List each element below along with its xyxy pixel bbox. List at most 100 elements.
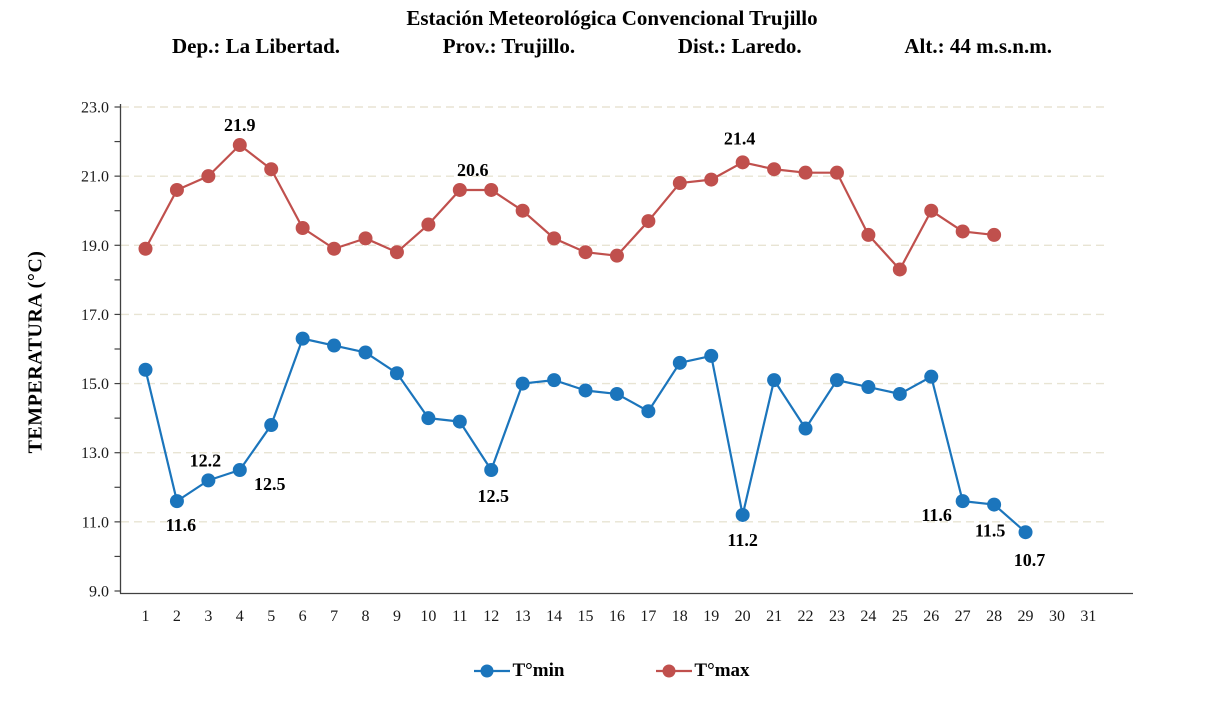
point-label: 10.7 — [1014, 550, 1046, 570]
data-point-T°min — [484, 463, 499, 478]
data-point-T°min — [829, 373, 844, 388]
data-point-T°min — [798, 421, 813, 436]
data-point-T°min — [264, 418, 279, 433]
data-point-T°max — [987, 227, 1002, 242]
x-tick-label: 19 — [703, 608, 719, 625]
tmax-marker-icon — [656, 664, 693, 678]
x-tick-label: 25 — [892, 608, 908, 625]
point-label: 12.2 — [190, 450, 222, 470]
x-tick-label: 20 — [735, 608, 751, 625]
x-tick-label: 23 — [829, 608, 845, 625]
y-tick-label: 19.0 — [81, 238, 109, 255]
data-point-T°min — [515, 376, 530, 391]
data-point-T°min — [641, 404, 656, 419]
chart-subtitle: Dep.: La Libertad. Prov.: Trujillo. Dist… — [172, 34, 1052, 59]
data-point-T°max — [327, 241, 342, 256]
x-tick-label: 4 — [236, 608, 244, 625]
data-point-T°min — [987, 497, 1002, 512]
series-line-T°min — [144, 337, 1027, 534]
x-tick-label: 17 — [640, 608, 656, 625]
data-point-T°min — [861, 380, 876, 395]
x-tick-label: 29 — [1018, 608, 1034, 625]
data-point-T°min — [295, 331, 310, 346]
data-point-T°min — [609, 386, 624, 401]
data-point-T°max — [515, 203, 530, 218]
series-line-T°max — [144, 143, 995, 271]
subtitle-province: Prov.: Trujillo. — [442, 34, 576, 58]
point-label: 11.6 — [921, 505, 952, 525]
data-point-T°min — [704, 348, 719, 363]
chart-title: Estación Meteorológica Convencional Truj… — [406, 6, 818, 30]
data-point-T°max — [358, 231, 373, 246]
x-tick-label: 18 — [672, 608, 688, 625]
point-label: 21.9 — [224, 115, 256, 135]
legend-item-tmin: T°min — [474, 660, 564, 682]
data-point-T°min — [358, 345, 373, 360]
x-tick-label: 3 — [204, 608, 212, 625]
data-point-T°min — [201, 473, 216, 488]
data-point-T°max — [452, 182, 467, 197]
legend-item-tmax: T°max — [656, 660, 750, 682]
data-point-T°max — [641, 214, 656, 229]
data-point-T°min — [924, 369, 939, 384]
data-point-T°min — [452, 414, 467, 429]
chart-header: Estación Meteorológica Convencional Truj… — [0, 6, 1224, 59]
data-point-T°max — [484, 182, 499, 197]
data-point-T°max — [295, 221, 310, 236]
y-tick-label: 9.0 — [89, 584, 109, 601]
point-label: 11.2 — [727, 530, 758, 550]
x-tick-label: 8 — [362, 608, 370, 625]
data-point-T°max — [138, 241, 153, 256]
data-point-T°max — [232, 138, 247, 153]
data-point-T°max — [421, 217, 436, 232]
subtitle-department: Dep.: La Libertad. — [172, 34, 340, 58]
y-tick-label: 15.0 — [81, 376, 109, 393]
data-point-T°min — [955, 494, 970, 509]
x-tick-label: 14 — [546, 608, 562, 625]
data-point-T°min — [578, 383, 593, 398]
point-label: 12.5 — [254, 474, 286, 494]
data-point-T°max — [578, 245, 593, 260]
data-point-T°min — [767, 373, 782, 388]
x-tick-label: 26 — [923, 608, 939, 625]
point-label: 21.4 — [724, 128, 756, 148]
x-tick-label: 7 — [330, 608, 338, 625]
data-point-T°max — [735, 155, 750, 170]
data-point-T°min — [389, 366, 404, 381]
point-label: 11.6 — [166, 515, 197, 535]
x-tick-label: 31 — [1080, 608, 1096, 625]
x-tick-label: 16 — [609, 608, 625, 625]
x-tick-label: 10 — [420, 608, 436, 625]
x-tick-label: 22 — [798, 608, 814, 625]
data-point-T°min — [138, 362, 153, 377]
point-label: 20.6 — [457, 160, 489, 180]
x-tick-label: 28 — [986, 608, 1002, 625]
x-tick-label: 1 — [142, 608, 150, 625]
data-point-T°min — [735, 507, 750, 522]
data-point-T°max — [767, 162, 782, 177]
data-point-T°max — [924, 203, 939, 218]
x-tick-label: 2 — [173, 608, 181, 625]
data-point-T°min — [892, 386, 907, 401]
legend-label-tmin: T°min — [512, 660, 565, 681]
data-point-T°max — [704, 172, 719, 187]
data-point-T°max — [798, 165, 813, 180]
x-tick-label: 30 — [1049, 608, 1065, 625]
x-tick-label: 13 — [515, 608, 531, 625]
x-tick-label: 12 — [483, 608, 499, 625]
data-point-T°min — [421, 411, 436, 426]
data-point-T°min — [1018, 525, 1033, 540]
data-point-T°max — [201, 169, 216, 184]
data-point-T°max — [264, 162, 279, 177]
data-point-T°max — [547, 231, 562, 246]
y-tick-label: 13.0 — [81, 445, 109, 462]
subtitle-district: Dist.: Laredo. — [677, 34, 802, 58]
data-point-T°max — [829, 165, 844, 180]
data-point-T°min — [327, 338, 342, 353]
data-point-T°max — [892, 262, 907, 277]
data-point-T°max — [609, 248, 624, 263]
data-point-T°max — [672, 176, 687, 191]
chart-legend: T°min T°max — [0, 660, 1224, 682]
